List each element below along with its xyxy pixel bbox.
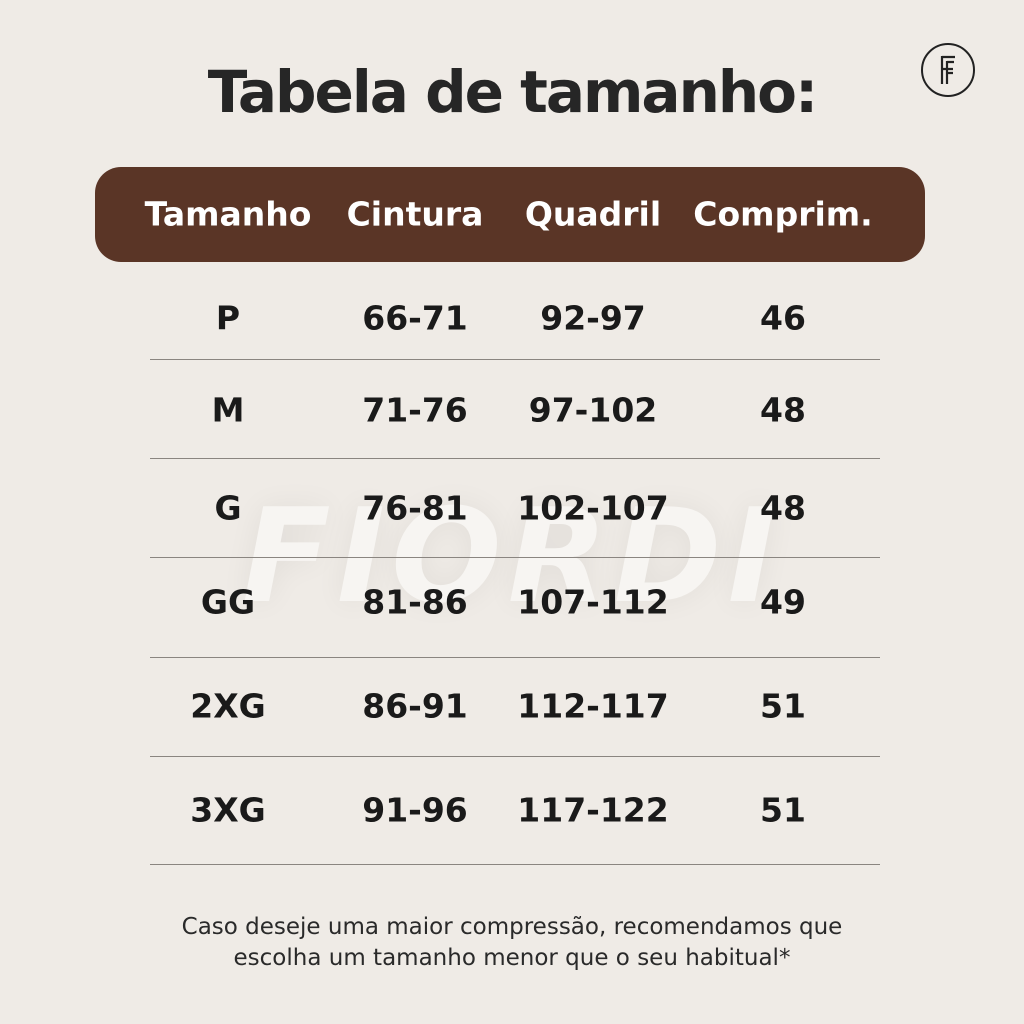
table-cell: 81-86: [362, 582, 468, 622]
table-cell: 97-102: [528, 390, 658, 430]
table-cell: P: [215, 298, 241, 338]
table-cell: 112-117: [517, 686, 669, 726]
table-cell: 2XG: [190, 686, 266, 726]
table-cell: 49: [760, 582, 806, 622]
table-header: Tamanho Cintura Quadril Comprim.: [95, 167, 925, 262]
row-divider: [150, 864, 880, 865]
page-title: Tabela de tamanho:: [207, 58, 818, 126]
table-cell: 117-122: [517, 790, 669, 830]
table-cell: M: [211, 390, 245, 430]
table-cell: GG: [200, 582, 256, 622]
table-cell: 51: [760, 790, 806, 830]
column-header: Comprim.: [693, 194, 873, 234]
column-header: Cintura: [346, 194, 484, 234]
table-cell: 3XG: [190, 790, 266, 830]
table-cell: 102-107: [517, 488, 669, 528]
row-divider: [150, 557, 880, 558]
table-cell: 48: [760, 488, 806, 528]
table-cell: 48: [760, 390, 806, 430]
footnote-line: escolha um tamanho menor que o seu habit…: [233, 945, 791, 971]
table-cell: 66-71: [362, 298, 468, 338]
table-cell: 51: [760, 686, 806, 726]
footnote-line: Caso deseje uma maior compressão, recome…: [181, 914, 843, 940]
row-divider: [150, 756, 880, 757]
row-divider: [150, 458, 880, 459]
table-cell: 86-91: [362, 686, 468, 726]
row-divider: [150, 359, 880, 360]
table-cell: 107-112: [517, 582, 669, 622]
table-cell: 92-97: [540, 298, 646, 338]
brand-logo-icon: [921, 43, 975, 97]
table-cell: G: [214, 488, 242, 528]
table-cell: 91-96: [362, 790, 468, 830]
footnote: Caso deseje uma maior compressão, recome…: [0, 912, 1024, 974]
row-divider: [150, 657, 880, 658]
table-cell: 71-76: [362, 390, 468, 430]
column-header: Quadril: [524, 194, 662, 234]
table-cell: 46: [760, 298, 806, 338]
watermark: FIORDI: [241, 480, 783, 632]
column-header: Tamanho: [144, 194, 312, 234]
table-cell: 76-81: [362, 488, 468, 528]
